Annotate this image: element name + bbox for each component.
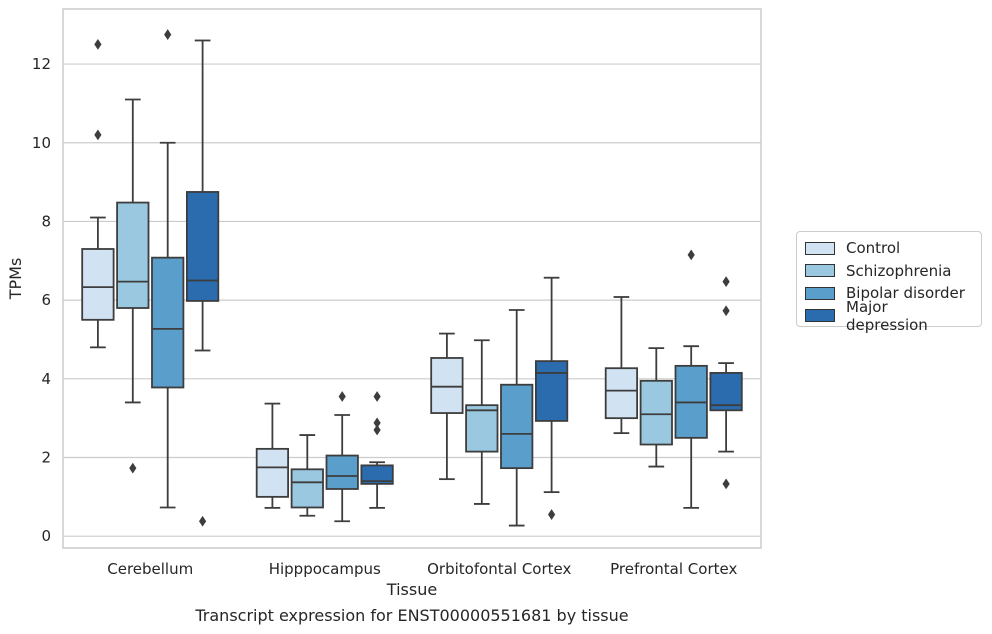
x-tick-label: Cerebellum <box>107 560 193 578</box>
outlier-point <box>373 417 381 429</box>
box <box>290 468 324 509</box>
legend-swatch <box>805 309 835 323</box>
outlier-point <box>687 249 695 261</box>
box <box>709 372 743 412</box>
legend: Control Schizophrenia Bipolar disorder Majo… <box>796 231 982 334</box>
x-tick-label: Hipppocampus <box>269 560 381 578</box>
box <box>639 379 673 446</box>
box <box>465 404 499 453</box>
legend-label: Schizophrenia <box>846 261 952 280</box>
outlier-point <box>722 478 730 490</box>
box <box>325 454 359 490</box>
legend-swatch <box>805 264 835 278</box>
box <box>255 447 290 498</box>
y-axis-label: TPMs <box>6 258 25 301</box>
box <box>604 367 639 420</box>
x-tick-label: Prefrontal Cortex <box>610 560 737 578</box>
outlier-point <box>373 391 381 402</box>
outlier-point <box>129 462 137 474</box>
legend-item: Control <box>805 237 973 260</box>
y-tick-label: 6 <box>41 291 51 309</box>
legend-item: Bipolar disorder <box>805 282 973 305</box>
box <box>116 201 150 309</box>
legend-label: Control <box>846 239 901 258</box>
box <box>81 248 115 321</box>
box <box>185 191 220 302</box>
legend-label: Bipolar disorder <box>846 284 965 303</box>
legend-item: Schizophrenia <box>805 260 973 283</box>
legend-swatch <box>805 286 835 300</box>
y-tick-label: 8 <box>41 212 51 230</box>
box <box>151 256 185 389</box>
x-tick-label: Orbitofontal Cortex <box>427 560 571 578</box>
chart-title: Transcript expression for ENST0000055168… <box>195 606 629 625</box>
box <box>534 360 569 422</box>
y-tick-label: 4 <box>41 370 51 388</box>
outlier-point <box>199 515 207 527</box>
outlier-point <box>722 305 730 317</box>
legend-item: Major depression <box>805 298 973 334</box>
x-axis-label: Tissue <box>386 580 437 599</box>
y-tick-label: 2 <box>41 449 51 467</box>
box <box>360 464 394 485</box>
legend-swatch <box>805 241 835 255</box>
plot-frame <box>62 8 762 549</box>
outlier-point <box>373 424 381 436</box>
y-tick-label: 10 <box>32 134 51 152</box>
legend-label: Major depression <box>846 297 928 334</box>
outlier-point <box>338 391 346 402</box>
outlier-point <box>164 29 172 40</box>
outlier-point <box>722 276 730 288</box>
outlier-point <box>548 509 556 520</box>
box <box>430 357 464 414</box>
outlier-point <box>94 129 102 141</box>
box <box>500 383 534 470</box>
y-tick-label: 0 <box>41 527 51 545</box>
y-tick-label: 12 <box>32 55 51 73</box>
outlier-point <box>94 39 102 50</box>
